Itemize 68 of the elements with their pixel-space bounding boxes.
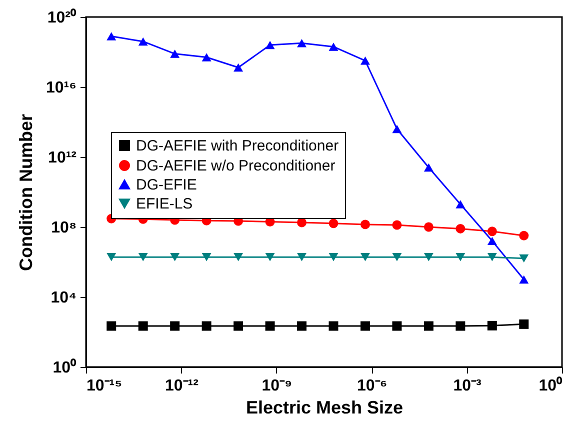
point	[519, 319, 529, 329]
point	[328, 321, 338, 331]
point	[392, 321, 402, 331]
point	[328, 218, 338, 228]
point	[456, 321, 466, 331]
point	[424, 253, 434, 262]
point	[297, 321, 307, 331]
legend-label: EFIE-LS	[136, 196, 193, 212]
point	[360, 321, 370, 331]
legend-label: DG-AEFIE with Preconditioner	[136, 138, 339, 154]
x-tick-label: 10⁰	[538, 376, 562, 394]
point	[487, 320, 497, 330]
point	[328, 253, 338, 262]
y-axis-title: Condition Number	[16, 114, 36, 271]
x-tick-label: 10⁻³	[453, 378, 482, 394]
point	[456, 253, 466, 262]
point	[297, 39, 307, 48]
point	[265, 40, 275, 50]
y-tick-label: 10⁴	[50, 290, 77, 306]
point	[328, 42, 338, 51]
point	[456, 224, 466, 234]
legend-label: DG-AEFIE w/o Preconditioner	[136, 158, 336, 174]
point	[106, 321, 116, 331]
point	[265, 253, 275, 262]
point	[202, 53, 212, 62]
point	[234, 321, 244, 331]
x-tick-label: 10⁻⁹	[262, 378, 292, 394]
legend-label: DG-EFIE	[136, 176, 197, 194]
x-tick-label: 10⁻¹⁵	[86, 378, 122, 394]
point	[170, 253, 180, 262]
x-tick-label: 10⁻⁶	[357, 378, 388, 394]
point	[170, 321, 180, 331]
point	[138, 253, 148, 262]
point	[106, 253, 116, 262]
point	[202, 253, 212, 262]
point	[138, 321, 148, 331]
y-tick-label: 10¹²	[48, 150, 76, 166]
point	[424, 163, 434, 172]
point	[297, 218, 307, 228]
point	[456, 200, 466, 208]
point	[170, 50, 180, 58]
point	[138, 37, 148, 46]
point	[234, 253, 244, 262]
y-tick-label: 10⁸	[51, 220, 76, 236]
point	[360, 220, 370, 230]
point	[519, 230, 529, 240]
point	[360, 253, 370, 262]
point	[106, 32, 116, 40]
y-tick-label: 10²⁰	[47, 8, 76, 26]
point	[424, 321, 434, 331]
point	[392, 124, 402, 134]
point	[519, 254, 529, 263]
point	[487, 236, 497, 246]
y-tick-label: 10¹⁶	[46, 80, 76, 96]
point	[519, 275, 529, 284]
point	[202, 321, 212, 331]
point	[234, 63, 244, 72]
x-tick-label: 10⁻¹²	[164, 378, 198, 394]
point	[392, 220, 402, 230]
point	[424, 222, 434, 232]
point	[297, 253, 307, 262]
x-axis-title: Electric Mesh Size	[246, 398, 404, 418]
y-tick-label: 10⁰	[52, 358, 76, 376]
point	[487, 253, 497, 262]
point	[487, 226, 497, 236]
point	[392, 253, 402, 262]
point	[360, 56, 370, 65]
point	[265, 321, 275, 331]
